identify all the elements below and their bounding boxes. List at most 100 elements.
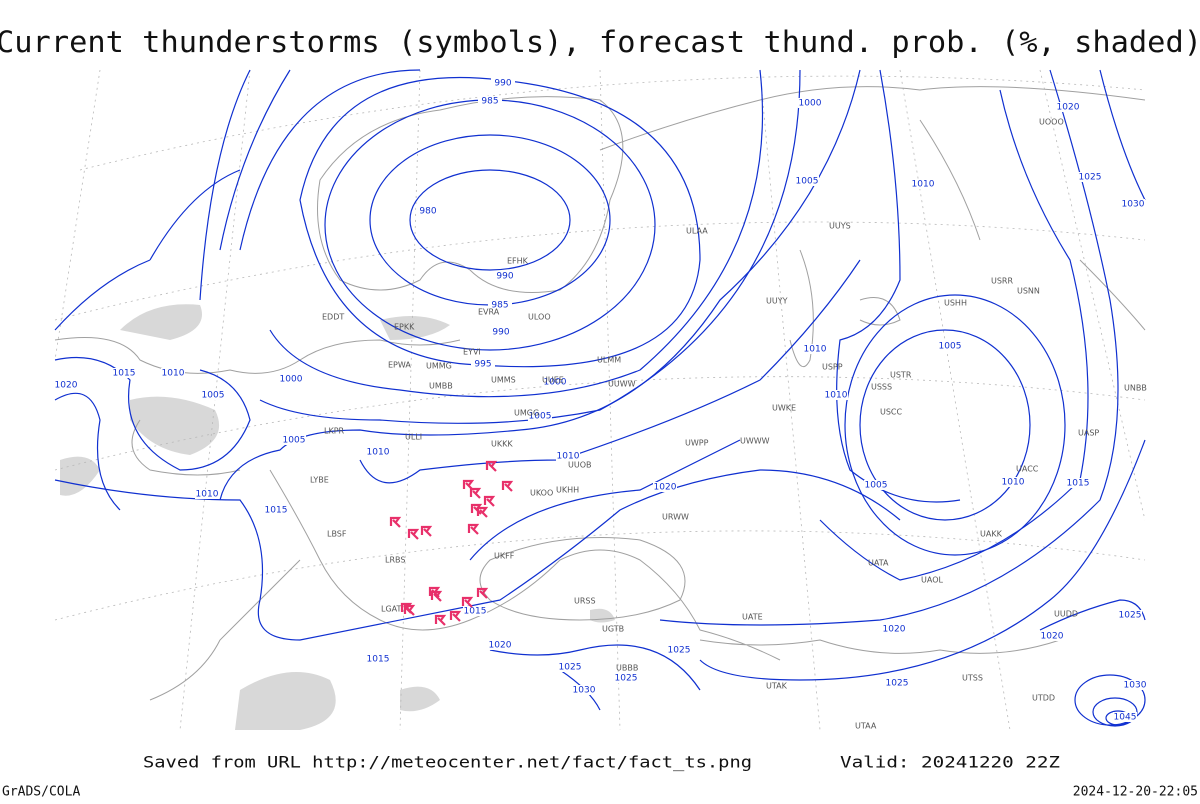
station-label: UUOB — [568, 461, 592, 470]
station-label: USNN — [1017, 287, 1040, 296]
station-label: LGAT — [381, 605, 402, 614]
isobar-label: 1010 — [912, 180, 935, 190]
station-label: UAOL — [921, 576, 943, 585]
station-label: LYBE — [310, 476, 329, 485]
thunderstorm-symbol — [467, 523, 480, 535]
station-label: UMBB — [429, 382, 453, 391]
isobar-label: 1005 — [796, 177, 819, 187]
isobar-label: 990 — [492, 328, 509, 338]
isobar-label-bg — [488, 300, 512, 310]
isobar-label-bg — [572, 685, 596, 695]
station-label: USRR — [991, 277, 1013, 286]
thunderstorm-symbol — [430, 590, 443, 602]
isobar-label: 1020 — [883, 625, 906, 635]
isobar-label-bg — [798, 98, 822, 108]
station-label: UNBB — [1124, 384, 1147, 393]
station-label: UUDD — [1054, 610, 1078, 619]
isobar-label-bg — [195, 489, 219, 499]
map-title: Current thunderstorms (symbols), forecas… — [0, 25, 1200, 59]
station-label: USHH — [944, 299, 967, 308]
station-label: UOOO — [1039, 118, 1064, 127]
thunderstorm-symbol — [476, 587, 489, 599]
station-label: UUYY — [766, 297, 788, 306]
station-label: EPWA — [388, 361, 411, 370]
station-label: UTAK — [766, 682, 788, 691]
isobar-label-bg — [493, 271, 517, 281]
isobar-label: 1025 — [615, 674, 638, 684]
shading — [60, 304, 615, 730]
isobar-label: 985 — [481, 97, 498, 107]
isobar-label: 1015 — [464, 607, 487, 617]
isobar-label-bg — [201, 390, 225, 400]
station-label: ULAA — [686, 227, 708, 236]
station-label: UMGG — [514, 409, 539, 418]
isobar-label-bg — [614, 673, 638, 683]
isobar-label-bg — [1121, 199, 1145, 209]
isobar-label: 1005 — [939, 342, 962, 352]
station-label: EYVI — [463, 348, 481, 357]
isobar-label: 1000 — [799, 99, 822, 109]
isobar-label-bg — [264, 505, 288, 515]
isobar-label-bg — [885, 678, 909, 688]
isobar-label: 1000 — [280, 375, 303, 385]
isobar-label: 1025 — [1079, 173, 1102, 183]
station-label: UATE — [742, 613, 763, 622]
station-label: UTAA — [855, 722, 877, 731]
thunderstorm-symbol — [434, 614, 447, 626]
isobar-label: 1030 — [1124, 681, 1147, 691]
map-area: 990 985 980 990 985 990 995 1000 1005 1010 1015 102… — [54, 69, 1147, 731]
isobar-label-bg — [1056, 102, 1080, 112]
station-label: LRBS — [385, 556, 405, 565]
valid-time: Valid: 20241220 22Z — [840, 753, 1060, 772]
isobar-label-bg — [1066, 478, 1090, 488]
thunderstorm-symbol — [476, 506, 489, 518]
isobar-label-bg — [911, 179, 935, 189]
thunderstorm-symbol — [407, 528, 420, 540]
isobar-label: 1025 — [559, 663, 582, 673]
thunderstorm-symbol — [420, 525, 433, 537]
thunderstorm-symbol — [469, 487, 482, 499]
isobar-label-bg — [882, 624, 906, 634]
isobar-label-bg — [463, 606, 487, 616]
isobar-label: 1025 — [886, 679, 909, 689]
coastlines — [54, 86, 1146, 701]
isobar-label: 1030 — [1122, 200, 1145, 210]
station-label: EDDT — [322, 313, 344, 322]
isobar-label-bg — [489, 327, 513, 337]
thunderstorm-symbol — [485, 460, 498, 472]
isobar-label-bg — [366, 447, 390, 457]
isobar-label: 1010 — [196, 490, 219, 500]
station-label: UWKE — [772, 404, 796, 413]
isobar-label-bg — [864, 480, 888, 490]
isobar-label-bg — [54, 380, 78, 390]
isobar-label: 1025 — [1119, 611, 1142, 621]
thunderstorm-symbol — [403, 604, 416, 616]
isobar-label-bg — [1078, 172, 1102, 182]
isobar-label-bg — [558, 662, 582, 672]
station-label: LKPR — [324, 427, 345, 436]
station-label: UTDD — [1032, 694, 1055, 703]
isobar-label: 1010 — [557, 452, 580, 462]
isobar-label: 1010 — [825, 391, 848, 401]
isobar-label-bg — [667, 645, 691, 655]
station-label: EPKK — [394, 323, 415, 332]
station-label: ULOO — [528, 313, 551, 322]
station-label: UATA — [868, 559, 889, 568]
isobar-label-bg — [795, 176, 819, 186]
station-label: UGTB — [602, 625, 624, 634]
isobar-label: 1020 — [1057, 103, 1080, 113]
isobar-label: 1020 — [1041, 632, 1064, 642]
isobar-label-bg — [488, 640, 512, 650]
isobar-label-bg — [803, 344, 827, 354]
station-label: UUWW — [608, 380, 636, 389]
station-label: URSS — [574, 597, 596, 606]
isobar-label: 1020 — [489, 641, 512, 651]
isobar-label-bg — [491, 78, 515, 88]
isobar-label: 980 — [419, 207, 436, 217]
station-label: USTR — [890, 371, 912, 380]
isobar-label-bg — [1040, 631, 1064, 641]
isobar-label-bg — [478, 96, 502, 106]
timestamp: 2024-12-20-22:05 — [1073, 785, 1198, 800]
station-label: UUEE — [542, 376, 564, 385]
isobar-label: 1005 — [202, 391, 225, 401]
